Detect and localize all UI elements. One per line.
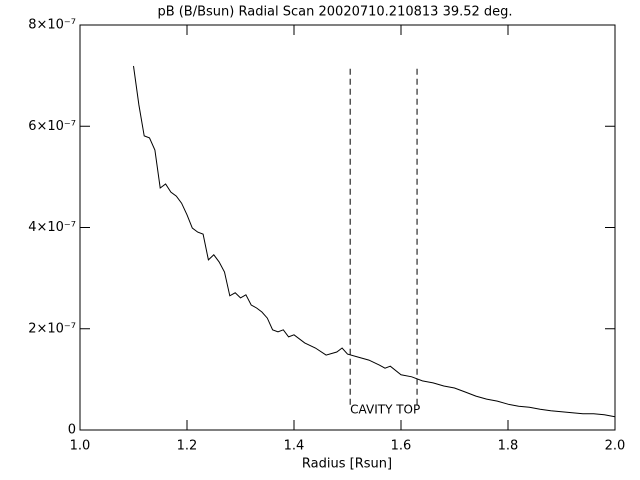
x-tick-label: 2.0 [605,439,626,454]
data-line [133,65,616,418]
x-tick-label: 1.6 [391,439,412,454]
chart-title: pB (B/Bsun) Radial Scan 20020710.210813 … [157,5,512,20]
x-axis-title: Radius [Rsun] [302,457,392,472]
y-tick-label: 8×10⁻⁷ [28,18,76,33]
x-tick-label: 1.2 [177,439,198,454]
y-tick-label: 4×10⁻⁷ [28,220,76,235]
x-tick-label: 1.0 [70,439,91,454]
y-tick-label: 2×10⁻⁷ [28,321,76,336]
annotation: CAVITY TOP [350,402,420,416]
x-tick-label: 1.8 [498,439,519,454]
y-tick-label: 0 [68,423,76,438]
y-tick-label: 6×10⁻⁷ [28,119,76,134]
x-tick-label: 1.4 [284,439,305,454]
